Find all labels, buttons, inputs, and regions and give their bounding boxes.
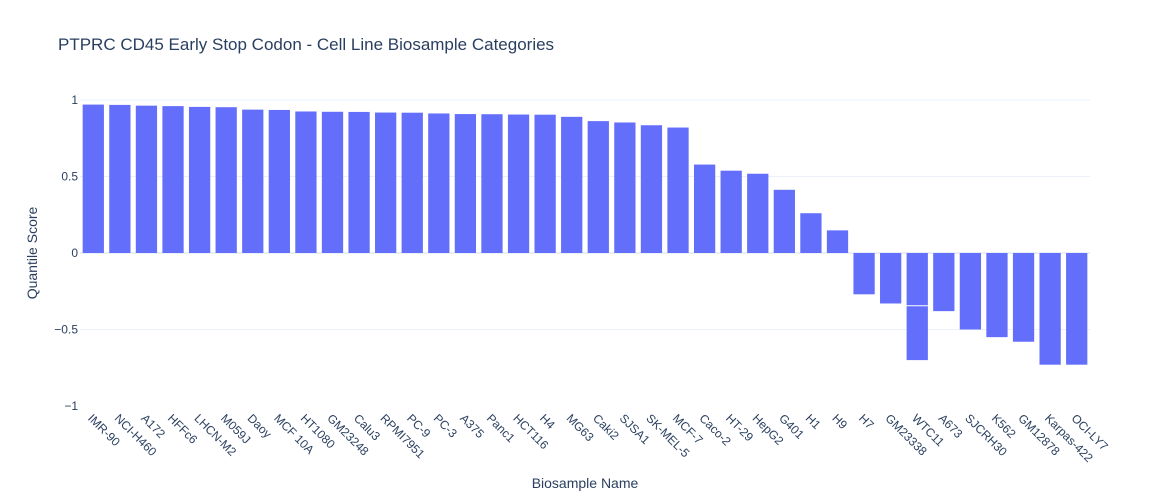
bar[interactable] <box>268 109 290 253</box>
bar[interactable] <box>428 113 450 254</box>
bar[interactable] <box>1066 253 1088 365</box>
bar[interactable] <box>481 114 503 253</box>
bar[interactable] <box>640 125 663 253</box>
bar[interactable] <box>534 114 556 253</box>
bar[interactable] <box>507 114 530 253</box>
y-axis-title: Quantile Score <box>24 206 40 299</box>
bar[interactable] <box>587 121 609 253</box>
y-tick-label: 0.5 <box>61 170 78 184</box>
bar[interactable] <box>933 253 955 312</box>
bar[interactable] <box>826 230 849 253</box>
y-tick-label: 0 <box>71 246 78 260</box>
bar[interactable] <box>693 164 716 253</box>
bar[interactable] <box>1039 253 1061 365</box>
bar[interactable] <box>959 253 982 330</box>
bar[interactable] <box>82 104 104 253</box>
bar[interactable] <box>986 253 1008 338</box>
bar[interactable] <box>561 116 583 253</box>
bar[interactable] <box>375 112 397 254</box>
bar[interactable] <box>773 189 795 253</box>
bar[interactable] <box>188 106 211 253</box>
bar[interactable] <box>109 104 131 254</box>
x-tick-label: PC-3 <box>431 411 460 440</box>
y-axis-ticks: 1 0.5 0 −0.5 −1 <box>54 93 78 413</box>
y-tick-label: −1 <box>64 399 78 413</box>
bar[interactable] <box>401 112 423 253</box>
x-tick-label: MG63 <box>564 411 597 444</box>
bar[interactable] <box>295 111 317 253</box>
bar[interactable] <box>720 170 742 253</box>
bar[interactable] <box>1012 253 1035 342</box>
bars <box>82 104 1088 365</box>
bar[interactable] <box>880 253 902 304</box>
x-tick-label: H9 <box>829 411 850 432</box>
x-tick-label: H4 <box>537 411 558 432</box>
y-tick-label: −0.5 <box>54 323 78 337</box>
x-tick-label: H1 <box>803 411 824 432</box>
bar[interactable] <box>853 253 875 295</box>
y-tick-label: 1 <box>71 93 78 107</box>
chart-title: PTPRC CD45 Early Stop Codon - Cell Line … <box>58 35 554 54</box>
bar[interactable] <box>242 109 264 253</box>
x-axis-title: Biosample Name <box>532 475 639 491</box>
x-tick-label: Caki2 <box>590 411 622 443</box>
bar[interactable] <box>215 107 237 253</box>
x-tick-label: H7 <box>856 411 877 432</box>
x-tick-label: Panc1 <box>484 411 518 445</box>
x-axis-ticks: IMR-90NCI-H460A172HFFc6LHCN-M2M059JDaoyM… <box>85 411 1111 465</box>
bar[interactable] <box>454 114 477 254</box>
bar[interactable] <box>747 173 769 253</box>
bar[interactable] <box>135 105 158 253</box>
bar[interactable] <box>162 106 184 254</box>
bar[interactable] <box>906 253 928 361</box>
bar[interactable] <box>800 213 822 253</box>
bar[interactable] <box>321 111 344 253</box>
bar[interactable] <box>614 122 636 253</box>
bar[interactable] <box>667 127 689 253</box>
bar[interactable] <box>348 111 370 254</box>
x-tick-label: A375 <box>457 411 487 441</box>
